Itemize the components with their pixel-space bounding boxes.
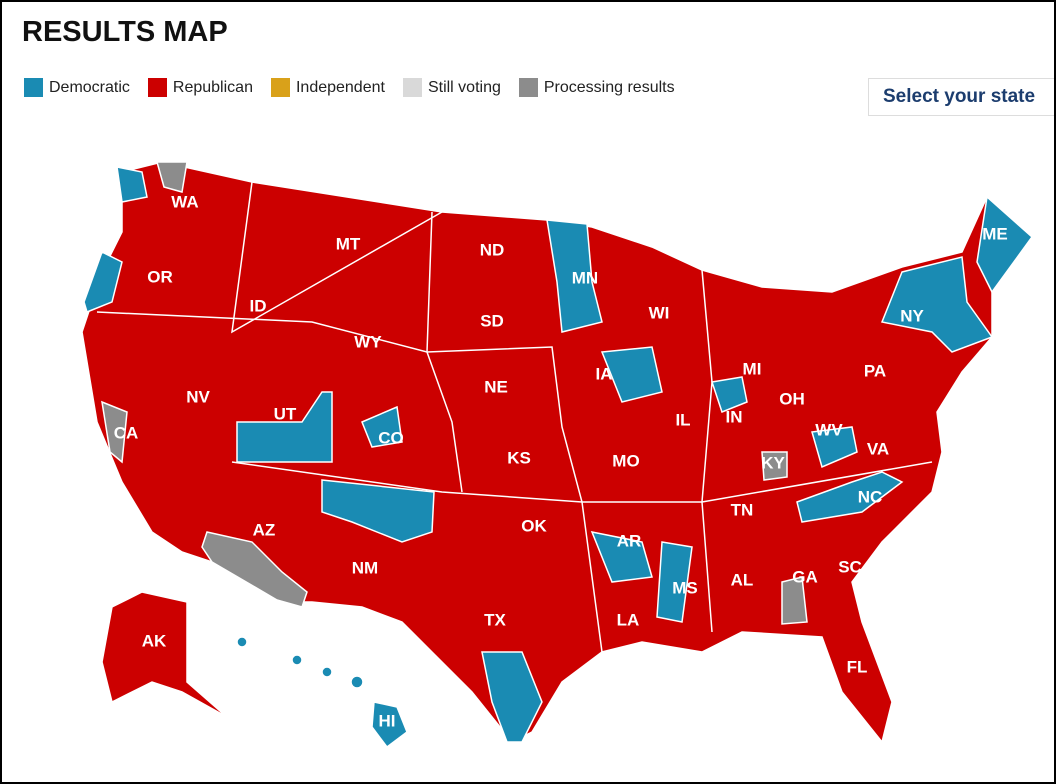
state-label: OK [521, 516, 547, 535]
state-label: AL [731, 570, 754, 589]
state-label: WA [171, 192, 198, 211]
blue-district [711, 376, 748, 413]
state-label: NV [186, 387, 210, 406]
state-label: TX [484, 610, 506, 629]
gray-district [761, 451, 788, 481]
state-label: MT [336, 234, 361, 253]
gray-district [156, 161, 188, 193]
state-label: WV [815, 420, 843, 439]
legend-swatch [147, 78, 167, 97]
hawaii [236, 636, 248, 648]
state-label: OR [147, 267, 173, 286]
title: RESULTS MAP [22, 16, 228, 48]
state-label: IL [675, 410, 690, 429]
hawaii [321, 666, 333, 678]
state-label: UT [274, 404, 297, 423]
hawaii [371, 701, 408, 749]
hawaii [291, 654, 303, 666]
gray-district [101, 400, 128, 464]
state-label: IA [596, 364, 613, 383]
legend-swatch [518, 78, 538, 97]
state-label: GA [792, 567, 818, 586]
state-label: OH [779, 389, 805, 408]
state-label: AK [142, 631, 167, 650]
state-label: MS [672, 578, 698, 597]
state-label: KY [761, 453, 785, 472]
state-label: MO [612, 451, 639, 470]
state-label: FL [847, 657, 868, 676]
state-label: WI [649, 303, 670, 322]
legend-label: Republican [172, 78, 253, 96]
hawaii [350, 675, 364, 689]
state-label: ND [480, 240, 505, 259]
map-shapes [81, 161, 1034, 749]
state-labels: WA OR CA NV ID MT WY UT CO AZ NM ND SD NE KS OK TX MN IA MO… [114, 192, 1008, 730]
gray-district [781, 576, 808, 625]
legend-swatch [402, 78, 422, 97]
blue-district [600, 346, 663, 403]
legend-item: Democratic [24, 78, 130, 97]
state-selector[interactable]: Select your state [868, 78, 1054, 116]
state-label: SC [838, 557, 862, 576]
state-border [701, 269, 713, 633]
blue-district [656, 541, 693, 623]
state-label: HI [379, 711, 396, 730]
blue-district [546, 219, 603, 333]
blue-district [590, 530, 653, 583]
state-border [426, 211, 463, 493]
blue-district [976, 195, 1034, 294]
gray-district [201, 531, 308, 608]
state-label: CO [378, 428, 404, 447]
state-label: CA [114, 423, 139, 442]
legend-item: Still voting [402, 78, 501, 97]
blue-district [880, 256, 994, 353]
blue-district [83, 250, 123, 314]
blue-district [361, 405, 403, 448]
state-label: ID [250, 296, 267, 315]
alaska [101, 591, 228, 718]
state-label: VA [867, 439, 889, 458]
state-label: PA [864, 361, 886, 380]
blue-district [481, 651, 543, 743]
state-label: TN [731, 500, 754, 519]
legend-label: Independent [295, 78, 385, 96]
blue-district [811, 426, 858, 469]
state-label: KS [507, 448, 531, 467]
legend-label: Still voting [427, 78, 501, 96]
state-border [231, 181, 443, 334]
state-label: MI [743, 359, 762, 378]
legend-item: Independent [270, 78, 385, 97]
state-label: NM [352, 558, 378, 577]
state-label: MN [572, 268, 598, 287]
legend-item: Republican [147, 78, 253, 97]
legend: Democratic Republican Independent Still vot… [24, 78, 675, 97]
state-label: NY [900, 306, 924, 325]
legend-swatch [24, 78, 43, 97]
state-label: SD [480, 311, 504, 330]
state-label: ME [982, 224, 1008, 243]
legend-label: Democratic [49, 78, 130, 96]
blue-district [321, 479, 435, 543]
state-label: LA [617, 610, 640, 629]
legend-swatch [270, 78, 290, 97]
blue-district [116, 166, 148, 203]
legend-label: Processing results [543, 78, 675, 96]
state-label: NE [484, 377, 508, 396]
state-label: IN [726, 407, 743, 426]
state-label: AR [617, 531, 642, 550]
state-border [231, 461, 933, 503]
state-label: WY [354, 332, 382, 351]
state-label: AZ [253, 520, 276, 539]
legend-item: Processing results [518, 78, 675, 97]
state-label: NC [858, 487, 883, 506]
blue-district [796, 471, 904, 523]
